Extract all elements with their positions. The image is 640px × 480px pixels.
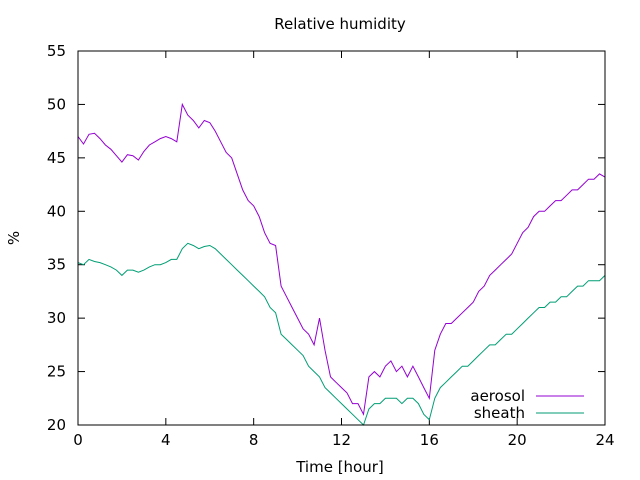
x-tick-label: 8 (249, 431, 259, 449)
y-tick-label: 25 (47, 363, 66, 381)
x-tick-label: 0 (73, 431, 83, 449)
legend-label-aerosol: aerosol (470, 387, 525, 405)
x-tick-label: 20 (508, 431, 527, 449)
y-tick-label: 45 (47, 149, 66, 167)
y-tick-label: 50 (47, 95, 66, 113)
x-tick-label: 24 (595, 431, 614, 449)
y-axis-label: % (5, 231, 23, 245)
y-tick-label: 40 (47, 202, 66, 220)
chart-title: Relative humidity (274, 15, 406, 33)
series-line-aerosol (77, 102, 606, 416)
legend-label-sheath: sheath (474, 404, 525, 422)
x-tick-label: 16 (420, 431, 439, 449)
series-line-sheath (77, 242, 606, 426)
plot-frame (77, 50, 606, 426)
x-tick-label: 4 (161, 431, 171, 449)
series-lines (77, 102, 606, 426)
y-tick-label: 55 (47, 42, 66, 60)
x-tick-label: 12 (332, 431, 351, 449)
y-tick-label: 35 (47, 256, 66, 274)
axis-ticks: 0 4 8 12 16 20 24 20 25 30 35 40 45 50 55 (47, 42, 615, 449)
x-axis-label: Time [hour] (295, 458, 384, 476)
y-tick-label: 30 (47, 309, 66, 327)
y-tick-label: 20 (47, 416, 66, 434)
